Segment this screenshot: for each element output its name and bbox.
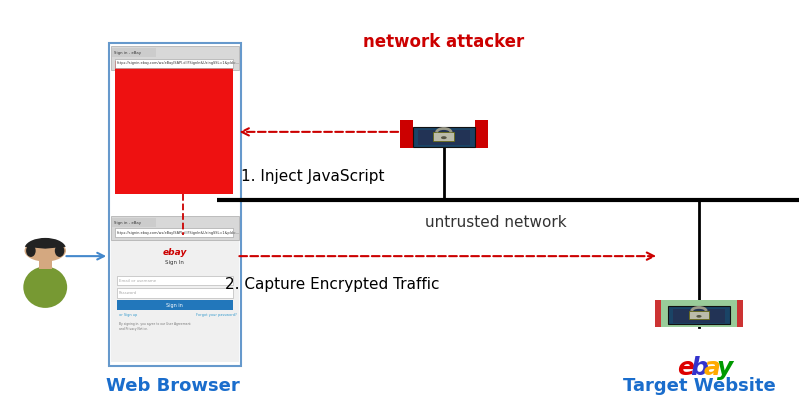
Bar xyxy=(115,229,233,238)
Text: Target Website: Target Website xyxy=(622,377,775,395)
Ellipse shape xyxy=(26,244,36,257)
Text: 2. Capture Encrypted Traffic: 2. Capture Encrypted Traffic xyxy=(225,277,439,292)
Bar xyxy=(689,311,710,319)
Text: Web Browser: Web Browser xyxy=(106,377,240,395)
Bar xyxy=(115,58,233,68)
Text: untrusted network: untrusted network xyxy=(425,215,566,230)
Bar xyxy=(109,43,241,366)
Text: Sign in - eBay: Sign in - eBay xyxy=(114,221,141,225)
Text: 1. Inject JavaScript: 1. Inject JavaScript xyxy=(241,169,384,184)
Bar xyxy=(413,127,475,147)
Text: network attacker: network attacker xyxy=(363,33,525,51)
Bar xyxy=(434,132,454,141)
Bar xyxy=(110,46,239,70)
Circle shape xyxy=(25,240,66,261)
Text: https://signin.ebay.com/ws/eBayISAPI.dll?SignIn&UsingSSL=1&pId=...: https://signin.ebay.com/ws/eBayISAPI.dll… xyxy=(117,231,240,235)
Text: https://signin.ebay.com/ws/eBayISAPI.dll?SignIn&UsingSSL=1&pId=...: https://signin.ebay.com/ws/eBayISAPI.dll… xyxy=(117,61,240,65)
Bar xyxy=(112,218,156,227)
Text: Sign in: Sign in xyxy=(166,302,183,307)
Bar xyxy=(110,240,239,362)
Text: b: b xyxy=(690,356,708,379)
Bar xyxy=(117,300,233,310)
Text: e: e xyxy=(677,356,694,379)
Text: Email or username: Email or username xyxy=(118,279,156,283)
Text: Forgot your password?: Forgot your password? xyxy=(196,313,237,317)
Bar xyxy=(655,300,743,327)
Bar xyxy=(112,48,156,57)
Bar xyxy=(117,289,233,298)
Circle shape xyxy=(441,136,446,139)
Text: By signing in, you agree to our User Agreement
and Privacy Notice.: By signing in, you agree to our User Agr… xyxy=(118,322,190,331)
Wedge shape xyxy=(25,238,66,249)
Bar xyxy=(668,306,730,324)
Ellipse shape xyxy=(23,266,67,308)
Bar xyxy=(115,61,234,194)
Bar xyxy=(418,131,470,145)
Text: y: y xyxy=(718,356,734,379)
Text: Sign in - eBay: Sign in - eBay xyxy=(114,51,141,55)
Text: or Sign up: or Sign up xyxy=(118,313,137,317)
Bar xyxy=(655,300,661,327)
Ellipse shape xyxy=(55,244,64,257)
Bar xyxy=(110,216,239,240)
Text: Password: Password xyxy=(118,291,137,295)
Bar xyxy=(475,120,488,148)
Bar xyxy=(39,258,52,269)
Bar xyxy=(400,120,413,148)
Text: Sign In: Sign In xyxy=(166,260,184,265)
Text: ebay: ebay xyxy=(162,248,187,257)
Bar xyxy=(737,300,743,327)
Circle shape xyxy=(696,315,702,318)
Bar xyxy=(117,276,233,285)
Text: a: a xyxy=(704,356,721,379)
Bar xyxy=(673,309,725,323)
